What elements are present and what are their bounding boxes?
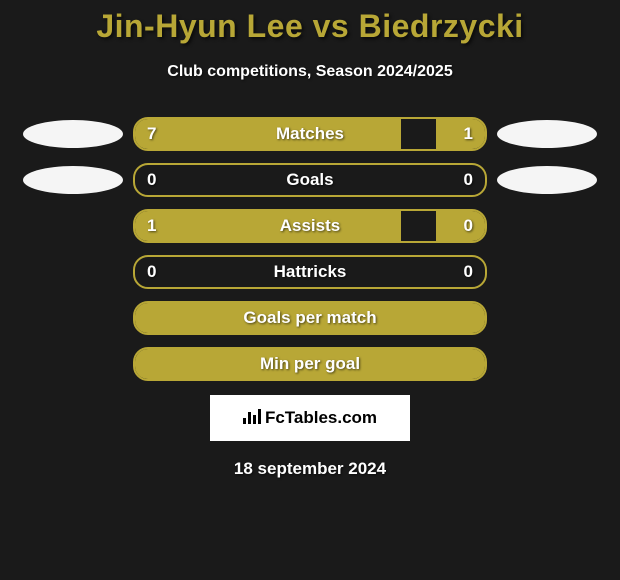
- player-left-ellipse: [23, 166, 123, 194]
- stat-bar: Min per goal: [133, 347, 487, 381]
- page-subtitle: Club competitions, Season 2024/2025: [0, 63, 620, 81]
- player-right-ellipse: [497, 304, 597, 332]
- stat-label: Matches: [135, 119, 485, 149]
- page-title: Jin-Hyun Lee vs Biedrzycki: [0, 0, 620, 45]
- brand-text: FcTables.com: [265, 408, 377, 428]
- player-left-ellipse: [23, 350, 123, 378]
- player-right-ellipse: [497, 258, 597, 286]
- stat-row: 10Assists: [0, 211, 620, 241]
- infographic-container: Jin-Hyun Lee vs Biedrzycki Club competit…: [0, 0, 620, 580]
- stat-row: 00Goals: [0, 165, 620, 195]
- stat-row: 71Matches: [0, 119, 620, 149]
- stat-label: Goals: [135, 165, 485, 195]
- stat-bar: Goals per match: [133, 301, 487, 335]
- player-right-ellipse: [497, 166, 597, 194]
- date-label: 18 september 2024: [0, 459, 620, 479]
- player-right-ellipse: [497, 212, 597, 240]
- player-right-ellipse: [497, 350, 597, 378]
- player-left-ellipse: [23, 258, 123, 286]
- stat-label: Assists: [135, 211, 485, 241]
- stat-bar: 00Goals: [133, 163, 487, 197]
- stat-row: Goals per match: [0, 303, 620, 333]
- stat-label: Min per goal: [135, 349, 485, 379]
- brand-box: FcTables.com: [210, 395, 410, 441]
- player-left-ellipse: [23, 120, 123, 148]
- stats-area: 71Matches 00Goals 10Assists 00Hattricks Goal…: [0, 119, 620, 379]
- brand-bars-icon: [243, 408, 261, 429]
- stat-label: Goals per match: [135, 303, 485, 333]
- player-right-ellipse: [497, 120, 597, 148]
- player-left-ellipse: [23, 212, 123, 240]
- stat-bar: 00Hattricks: [133, 255, 487, 289]
- stat-bar: 10Assists: [133, 209, 487, 243]
- player-left-ellipse: [23, 304, 123, 332]
- stat-label: Hattricks: [135, 257, 485, 287]
- stat-row: Min per goal: [0, 349, 620, 379]
- stat-row: 00Hattricks: [0, 257, 620, 287]
- stat-bar: 71Matches: [133, 117, 487, 151]
